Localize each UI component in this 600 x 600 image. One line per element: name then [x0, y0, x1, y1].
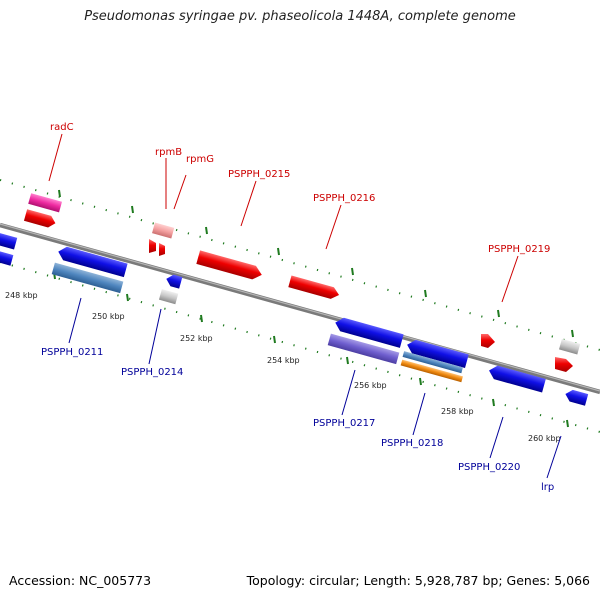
gene-PSPPH_0217[interactable]	[327, 333, 400, 365]
gene-PSPPH_0216[interactable]	[288, 275, 340, 301]
label-PSPPH_0219: PSPPH_0219	[488, 244, 550, 255]
label-PSPPH_0216: PSPPH_0216	[313, 193, 375, 204]
kbp-label-250: 250 kbp	[92, 312, 125, 321]
label-PSPPH_0220: PSPPH_0220	[458, 462, 520, 473]
gene-reverse-blue-1[interactable]	[56, 245, 128, 278]
forward-genes	[23, 193, 581, 372]
reverse-callouts	[68, 297, 562, 479]
genome-backbone-highlight	[0, 223, 600, 392]
genome-summary-text: Topology: circular; Length: 5,928,787 bp…	[246, 573, 590, 588]
gene-reverse-blue-2[interactable]	[333, 316, 404, 348]
kbp-label-256: 256 kbp	[354, 381, 387, 390]
gene-PSPPH_0219[interactable]	[481, 334, 495, 348]
gene-forward-red-end[interactable]	[555, 357, 573, 372]
map-title: Pseudomonas syringae pv. phaseolicola 14…	[84, 9, 516, 24]
accession-text: Accession: NC_005773	[9, 573, 152, 588]
label-PSPPH_0218: PSPPH_0218	[381, 438, 443, 449]
major-ticks	[53, 189, 574, 428]
label-lrp: lrp	[541, 482, 554, 493]
kbp-label-248: 248 kbp	[5, 291, 38, 300]
label-rpmG: rpmG	[186, 154, 214, 165]
gene-PSPPH_0218-blue[interactable]	[402, 351, 463, 374]
gene-lrp[interactable]	[564, 388, 589, 406]
kbp-label-260: 260 kbp	[528, 434, 561, 443]
gene-PSPPH_0218[interactable]	[400, 359, 463, 383]
gene-PSPPH_0211[interactable]	[51, 262, 124, 294]
gene-rpmB[interactable]	[149, 239, 156, 253]
label-radC: radC	[50, 122, 74, 133]
label-PSPPH_0214: PSPPH_0214	[121, 367, 183, 378]
kbp-label-252: 252 kbp	[180, 334, 213, 343]
gene-reverse-blue-edge-2[interactable]	[0, 248, 14, 266]
kbp-label-258: 258 kbp	[441, 407, 474, 416]
kbp-labels: 248 kbp 250 kbp 252 kbp 254 kbp 256 kbp …	[5, 291, 561, 443]
gene-rpmG[interactable]	[159, 243, 165, 256]
gene-PSPPH_0220[interactable]	[487, 364, 546, 393]
gene-reverse-blue-3[interactable]	[405, 338, 469, 369]
gene-PSPPH_0215[interactable]	[196, 250, 263, 281]
gene-reverse-blue-small[interactable]	[165, 273, 183, 289]
scale-track	[0, 179, 600, 433]
forward-callouts	[48, 133, 519, 303]
reverse-genes	[0, 230, 589, 406]
kbp-label-254: 254 kbp	[267, 356, 300, 365]
label-rpmB: rpmB	[155, 147, 182, 158]
label-PSPPH_0217: PSPPH_0217	[313, 418, 375, 429]
label-PSPPH_0211: PSPPH_0211	[41, 347, 103, 358]
label-PSPPH_0215: PSPPH_0215	[228, 169, 290, 180]
gene-reverse-blue-edge-1[interactable]	[0, 230, 18, 250]
genome-backbone	[0, 222, 600, 395]
gene-radC-pink[interactable]	[28, 193, 62, 213]
gene-forward-red-1[interactable]	[23, 209, 57, 229]
gene-forward-gray[interactable]	[558, 338, 581, 355]
gene-PSPPH_0214[interactable]	[158, 289, 179, 305]
gene-rpmB-pale[interactable]	[152, 222, 175, 239]
